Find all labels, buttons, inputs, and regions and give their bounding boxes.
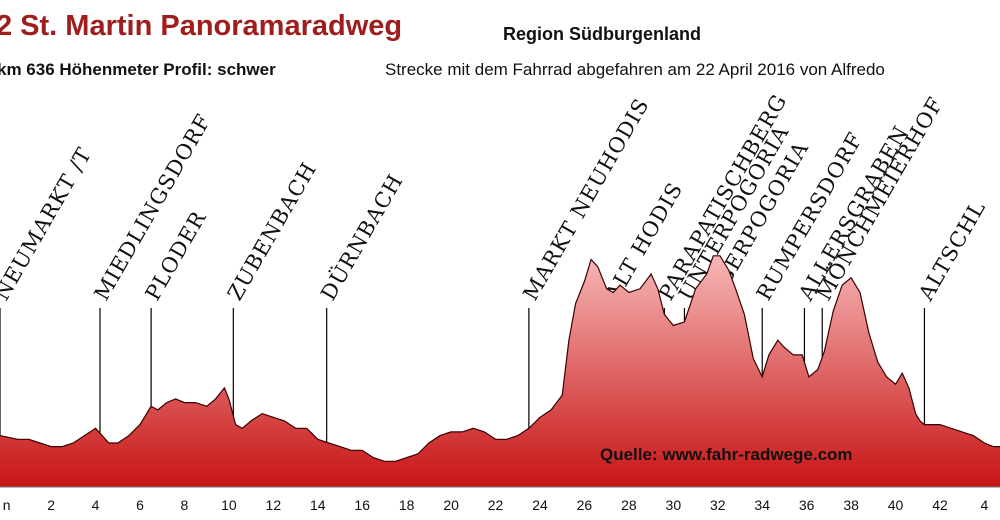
- x-tick-label: 26: [577, 497, 593, 513]
- place-label: ZUBENBACH: [223, 158, 321, 305]
- x-tick-label: 32: [710, 497, 726, 513]
- x-tick-label: 30: [666, 497, 682, 513]
- x-tick-label: 20: [443, 497, 459, 513]
- x-tick-label: 22: [488, 497, 504, 513]
- x-tick-label: 2: [47, 497, 55, 513]
- elevation-line: [0, 255, 1000, 462]
- place-label: ALTSCHL: [913, 196, 990, 305]
- place-label: NEUMARKT /T: [0, 143, 97, 304]
- x-tick-label: 24: [532, 497, 548, 513]
- x-tick-label: 18: [399, 497, 415, 513]
- page-title: 2 St. Martin Panoramaradweg: [0, 10, 403, 42]
- x-tick-label: 6: [136, 497, 144, 513]
- x-tick-label: 40: [888, 497, 904, 513]
- x-tick-label: 4: [981, 497, 989, 513]
- x-tick-label: 12: [266, 497, 282, 513]
- x-tick-label: 42: [932, 497, 948, 513]
- x-tick-label: 38: [843, 497, 859, 513]
- place-label: DÜRNBACH: [315, 169, 408, 304]
- x-tick-label: n: [3, 497, 11, 513]
- x-tick-label: 8: [181, 497, 189, 513]
- region-label: Region Südburgenland: [503, 24, 701, 44]
- x-tick-label: 10: [221, 497, 237, 513]
- x-tick-label: 4: [92, 497, 100, 513]
- x-tick-label: 34: [754, 497, 770, 513]
- x-tick-label: 14: [310, 497, 326, 513]
- x-tick-label: 16: [354, 497, 370, 513]
- x-tick-label: 28: [621, 497, 637, 513]
- source-label: Quelle: www.fahr-radwege.com: [600, 445, 853, 464]
- x-tick-label: 36: [799, 497, 815, 513]
- route-stats: km 636 Höhenmeter Profil: schwer: [0, 60, 276, 79]
- x-axis-ticks: n 2 4 6 8 10 12 14 16 18 20 22 24 26 28 30 32 34 36 38 40 42 4: [3, 497, 989, 513]
- ride-note: Strecke mit dem Fahrrad abgefahren am 22…: [385, 60, 885, 79]
- elevation-area: [0, 255, 1000, 487]
